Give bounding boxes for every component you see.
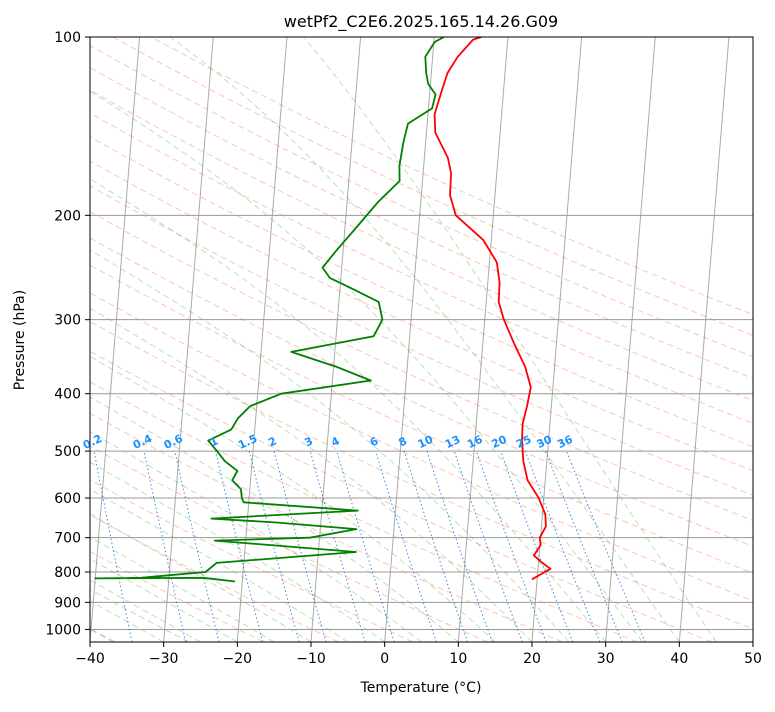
mixing-ratio-label: 25 [514,433,533,451]
dry-adiabat [90,211,753,522]
x-tick-label: 0 [380,651,389,667]
isotherm [457,37,509,642]
dry-adiabat [90,412,563,642]
mixing-ratio-label: 10 [416,433,436,451]
dry-adiabat [90,550,264,642]
dry-adiabat [90,445,488,642]
x-tick-label: −30 [149,651,179,667]
mixing-ratio-line [545,450,623,642]
mixing-ratio-line [309,450,366,642]
mixing-ratio-line [524,450,601,642]
isotherm [163,37,214,642]
mixing-ratio-label: 20 [489,433,509,451]
x-tick-label: 50 [744,651,762,667]
x-tick-label: −20 [223,651,253,667]
dry-adiabat [90,237,753,548]
moist-adiabat [90,307,533,642]
dry-adiabat [90,160,753,472]
x-tick-label: −10 [296,651,326,667]
isotherm [310,37,362,642]
isotherm [605,37,656,642]
x-tick-label: 10 [449,651,467,667]
mixing-ratio-label: 16 [465,433,485,451]
dry-adiabat [90,44,753,358]
x-tick-label: 40 [670,651,688,667]
dry-adiabat [90,350,712,642]
moist-adiabat [90,536,275,642]
mixing-ratio-line [273,450,327,642]
mixing-ratio-line [143,450,187,642]
moist-adiabat [90,249,570,642]
dewpoint-profile [94,37,445,583]
mixing-ratio-line [174,450,220,642]
moist-adiabat [303,37,717,642]
mixing-ratio-line [426,450,493,642]
mixing-ratio-line [375,450,437,642]
mixing-ratio-line [336,450,395,642]
moist-adiabat [90,558,238,642]
moist-adiabat [90,431,422,642]
moist-adiabat [90,178,607,642]
isotherm [678,37,730,642]
mixing-ratio-label: 13 [443,433,462,451]
mixing-ratio-line [453,450,523,642]
x-tick-label: −40 [75,651,105,667]
mixing-ratio-line [248,450,300,642]
dry-adiabat [112,37,753,337]
mixing-ratio-label: 30 [535,433,555,451]
y-tick-label: 500 [54,444,81,460]
y-tick-label: 800 [54,565,81,581]
mixing-ratio-line [566,450,646,642]
y-tick-label: 200 [54,208,81,224]
x-tick-label: 30 [597,651,615,667]
moist-adiabat [90,461,385,642]
dry-adiabat [90,89,753,402]
dry-adiabat [90,292,753,602]
isotherm [90,37,141,642]
y-tick-label: 100 [54,30,81,46]
mixing-ratio-line [215,450,264,642]
y-tick-label: 400 [54,387,81,403]
y-tick-label: 600 [54,491,81,507]
isotherm [384,37,435,642]
moist-adiabat [170,37,680,642]
mixing-ratio-line [500,450,574,642]
mixing-ratio-label: 36 [555,433,575,451]
isotherm [236,37,288,642]
plot-frame [89,36,754,643]
y-tick-label: 300 [54,313,81,329]
mixing-ratio-line [403,450,468,642]
dry-adiabat [90,112,753,424]
moist-adiabat [90,90,643,642]
y-tick-label: 900 [54,595,81,611]
temperature-profile [433,37,552,581]
x-tick-label: 20 [523,651,541,667]
x-axis-label: Temperature (°C) [360,680,482,696]
dry-adiabat [90,514,339,642]
y-tick-label: 1000 [45,622,81,638]
moist-adiabat [90,355,496,642]
chart-title: wetPf2_C2E6.2025.165.14.26.G09 [284,12,558,32]
y-tick-label: 700 [54,531,81,547]
dry-adiabat [90,321,753,630]
dry-adiabat [90,185,753,496]
y-axis-label: Pressure (hPa) [12,290,28,390]
mixing-ratio-line [475,450,547,642]
mixing-ratio-line [93,451,133,642]
